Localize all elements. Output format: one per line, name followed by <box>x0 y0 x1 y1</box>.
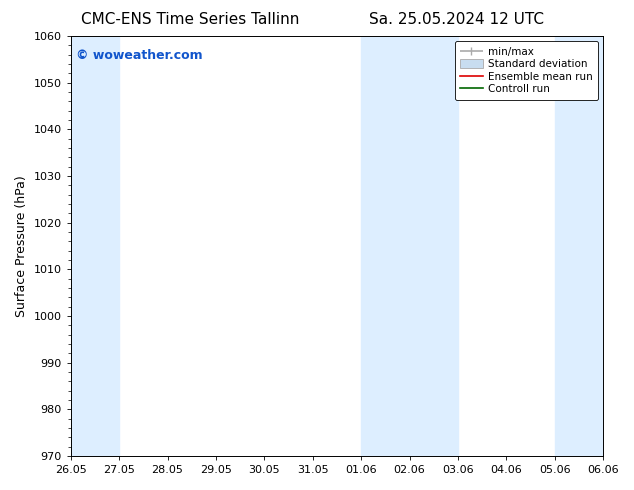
Bar <box>555 36 603 456</box>
Bar <box>361 36 458 456</box>
Y-axis label: Surface Pressure (hPa): Surface Pressure (hPa) <box>15 175 28 317</box>
Legend: min/max, Standard deviation, Ensemble mean run, Controll run: min/max, Standard deviation, Ensemble me… <box>455 41 598 99</box>
Bar <box>71 36 119 456</box>
Text: CMC-ENS Time Series Tallinn: CMC-ENS Time Series Tallinn <box>81 12 299 27</box>
Text: © woweather.com: © woweather.com <box>76 49 203 62</box>
Text: Sa. 25.05.2024 12 UTC: Sa. 25.05.2024 12 UTC <box>369 12 544 27</box>
